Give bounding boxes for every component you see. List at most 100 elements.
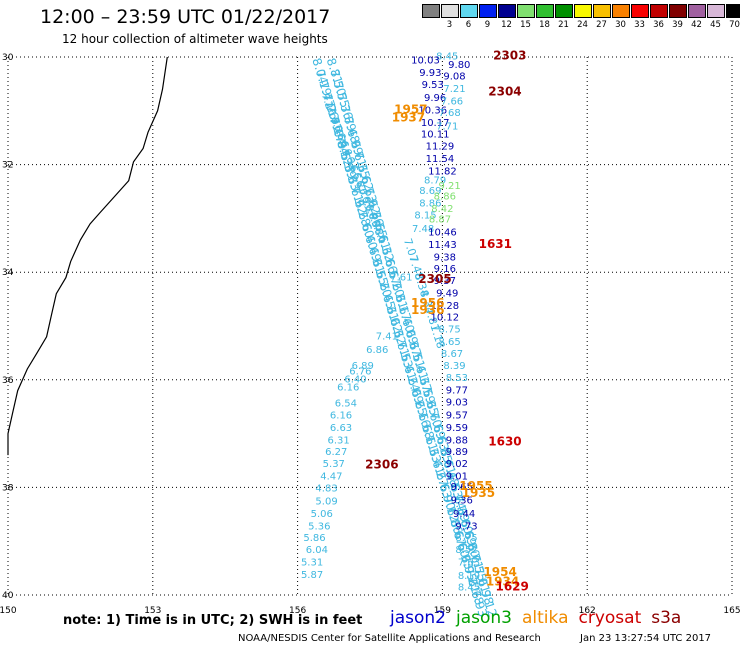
wave-height-label: 6.16 [330, 411, 352, 422]
scale-label: 18 [539, 20, 550, 30]
wave-height-label: 9.08 [443, 72, 465, 83]
track-value-label: 7.1 [322, 100, 337, 119]
wave-height-label: 11.54 [426, 154, 455, 165]
track-value-label: 6.5 [347, 163, 362, 182]
scale-swatch [573, 4, 592, 18]
wave-height-label: 8.69 [419, 186, 441, 197]
wave-height-label: 7.21 [443, 84, 465, 95]
wave-height-label: 9.93 [419, 68, 441, 79]
pass-time-label: 1936 [411, 303, 444, 317]
wave-height-label: 10.46 [428, 228, 457, 239]
wave-height-label: 10.03 [411, 55, 440, 66]
scale-label: 27 [596, 20, 607, 30]
pass-time-label: 1954 [483, 565, 516, 579]
credit-line: NOAA/NESDIS Center for Satellite Applica… [238, 633, 541, 644]
scale-label: 30 [615, 20, 626, 30]
x-tick-label: 159 [434, 606, 451, 616]
scale-bin: 24 [573, 4, 592, 30]
track-value-label: 6.7 [328, 116, 343, 135]
wave-height-label: 6.40 [344, 374, 366, 385]
pass-time-label: 1631 [479, 237, 512, 251]
track-value-label: 7.2 [319, 92, 334, 111]
scale-bin: 3 [440, 4, 459, 30]
wave-height-label: 9.57 [446, 411, 468, 422]
track-value-label: 6.6 [331, 124, 346, 143]
wave-height-label: 5.37 [323, 459, 345, 470]
scale-label: 42 [691, 20, 702, 30]
wave-height-label: 7.48 [412, 224, 434, 235]
scale-label: 21 [558, 20, 569, 30]
wave-height-label: 9.02 [446, 459, 468, 470]
track-value-label: 6.5 [366, 211, 381, 230]
timestamp: Jan 23 13:27:54 UTC 2017 [580, 633, 712, 644]
wave-height-label: 9.53 [422, 80, 444, 91]
scale-swatch [592, 4, 611, 18]
x-tick-label: 153 [144, 606, 161, 616]
scale-bin: 12 [497, 4, 516, 30]
track-value-label: 6.8 [359, 195, 374, 214]
wave-height-label: 6.31 [327, 435, 349, 446]
wave-height-label: 9.01 [446, 471, 468, 482]
wave-height-label: 8.45 [458, 583, 480, 594]
track-value-label: 6.9 [325, 108, 340, 127]
grid-layer [7, 56, 733, 596]
wave-height-label: 8.67 [441, 349, 463, 360]
scale-label: 33 [634, 20, 645, 30]
wave-height-label: 10.36 [418, 105, 447, 116]
scale-bin: 42 [687, 4, 706, 30]
track-value-label: 6.8 [350, 171, 365, 190]
pass-time-label: 2306 [365, 458, 398, 472]
wave-height-label: 8.53 [446, 373, 468, 384]
wave-height-label: 8.39 [443, 361, 465, 372]
wave-height-label: 8.65 [439, 337, 461, 348]
wave-height-label: 8.19 [458, 571, 480, 582]
scale-bin: 18 [535, 4, 554, 30]
wave-height-label: 5.87 [301, 570, 323, 581]
wave-height-label: 8.45 [436, 52, 458, 63]
wave-height-label: 9.37 [434, 276, 456, 287]
scale-swatch [478, 4, 497, 18]
wave-height-label: 9.38 [434, 252, 456, 263]
scale-bin: 36 [649, 4, 668, 30]
wave-height-label: 9.59 [446, 423, 468, 434]
x-tick-label: 150 [0, 606, 17, 616]
scale-swatch [440, 4, 459, 18]
wave-height-label: 9.96 [424, 93, 446, 104]
wave-height-label: 9.44 [453, 509, 475, 520]
wave-height-label: 6.86 [366, 345, 388, 356]
wave-height-label: 8.86 [434, 192, 456, 203]
wave-height-label: 9.73 [455, 521, 477, 532]
y-tick-label: 32 [2, 161, 13, 171]
wave-height-label: 9.49 [436, 288, 458, 299]
wave-height-label: 9.88 [446, 435, 468, 446]
wave-height-label: 9.80 [448, 60, 470, 71]
wave-height-label: 8.75 [439, 324, 461, 335]
wave-height-label: 5.31 [301, 557, 323, 568]
wave-height-label: 7.63 [458, 557, 480, 568]
wave-height-label: 6.04 [306, 545, 328, 556]
wave-height-label: 9.03 [446, 398, 468, 409]
coastline-layer [7, 56, 168, 456]
pass-time-label: 2305 [418, 272, 451, 286]
wave-height-label: 9.21 [439, 181, 461, 192]
wave-height-label: 9.36 [451, 496, 473, 507]
wave-height-label: 6.89 [352, 361, 374, 372]
pass-time-label: 1934 [486, 574, 519, 588]
wave-height-label: 11.43 [428, 240, 457, 251]
legend-item-jason2: jason2 [390, 608, 446, 628]
wave-height-label: 7.68 [439, 108, 461, 119]
wave-height-label: 6.76 [349, 366, 371, 377]
coastline [7, 56, 168, 456]
wave-height-label: 11.29 [426, 142, 455, 153]
scale-bin: 30 [611, 4, 630, 30]
wave-height-label: 8.15 [414, 210, 436, 221]
wave-height-label: 7.71 [436, 122, 458, 133]
wave-height-label: 10.11 [421, 130, 450, 141]
track-value-label: 6.9 [356, 187, 371, 206]
scale-swatch [649, 4, 668, 18]
satellite-legend: jason2 jason3 altika cryosat s3a [390, 608, 691, 628]
wave-height-label: 8.42 [431, 204, 453, 215]
track-value-label: 6.4 [338, 140, 353, 159]
